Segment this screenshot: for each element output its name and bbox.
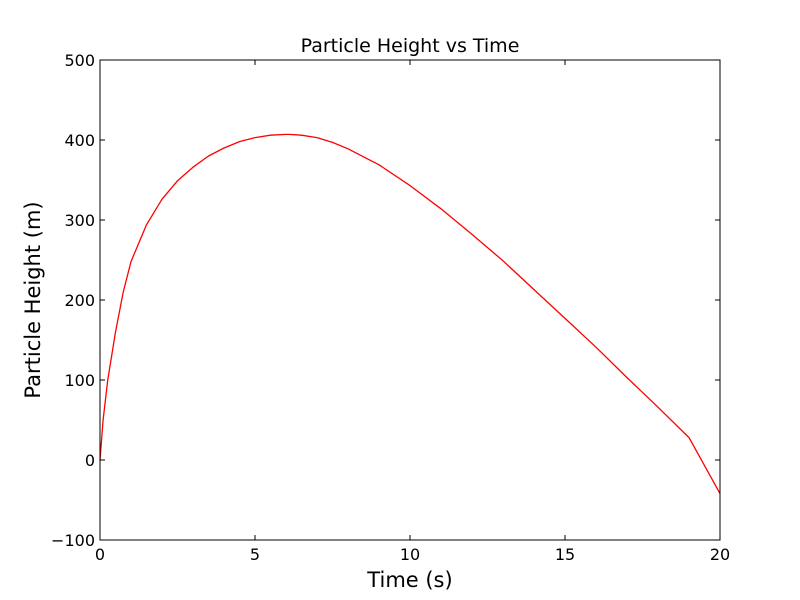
chart-title: Particle Height vs Time: [301, 35, 520, 57]
y-tick-label: 200: [64, 291, 95, 310]
y-tick-label: −100: [51, 531, 95, 550]
y-tick-label: 300: [64, 211, 95, 230]
series-line-0: [99, 133, 721, 494]
y-axis-label: Particle Height (m): [21, 201, 45, 398]
x-tick-label: 15: [555, 545, 575, 564]
x-tick-label: 10: [400, 545, 420, 564]
x-tick-label: 20: [710, 545, 730, 564]
plot-frame: [99, 59, 721, 541]
y-tick-label: 400: [64, 131, 95, 150]
x-tick-label: 5: [250, 545, 260, 564]
x-axis-label: Time (s): [366, 568, 452, 592]
x-tick-label: 0: [95, 545, 105, 564]
y-tick-label: 500: [64, 51, 95, 70]
y-tick-label: 100: [64, 371, 95, 390]
y-tick-label: 0: [85, 451, 95, 470]
